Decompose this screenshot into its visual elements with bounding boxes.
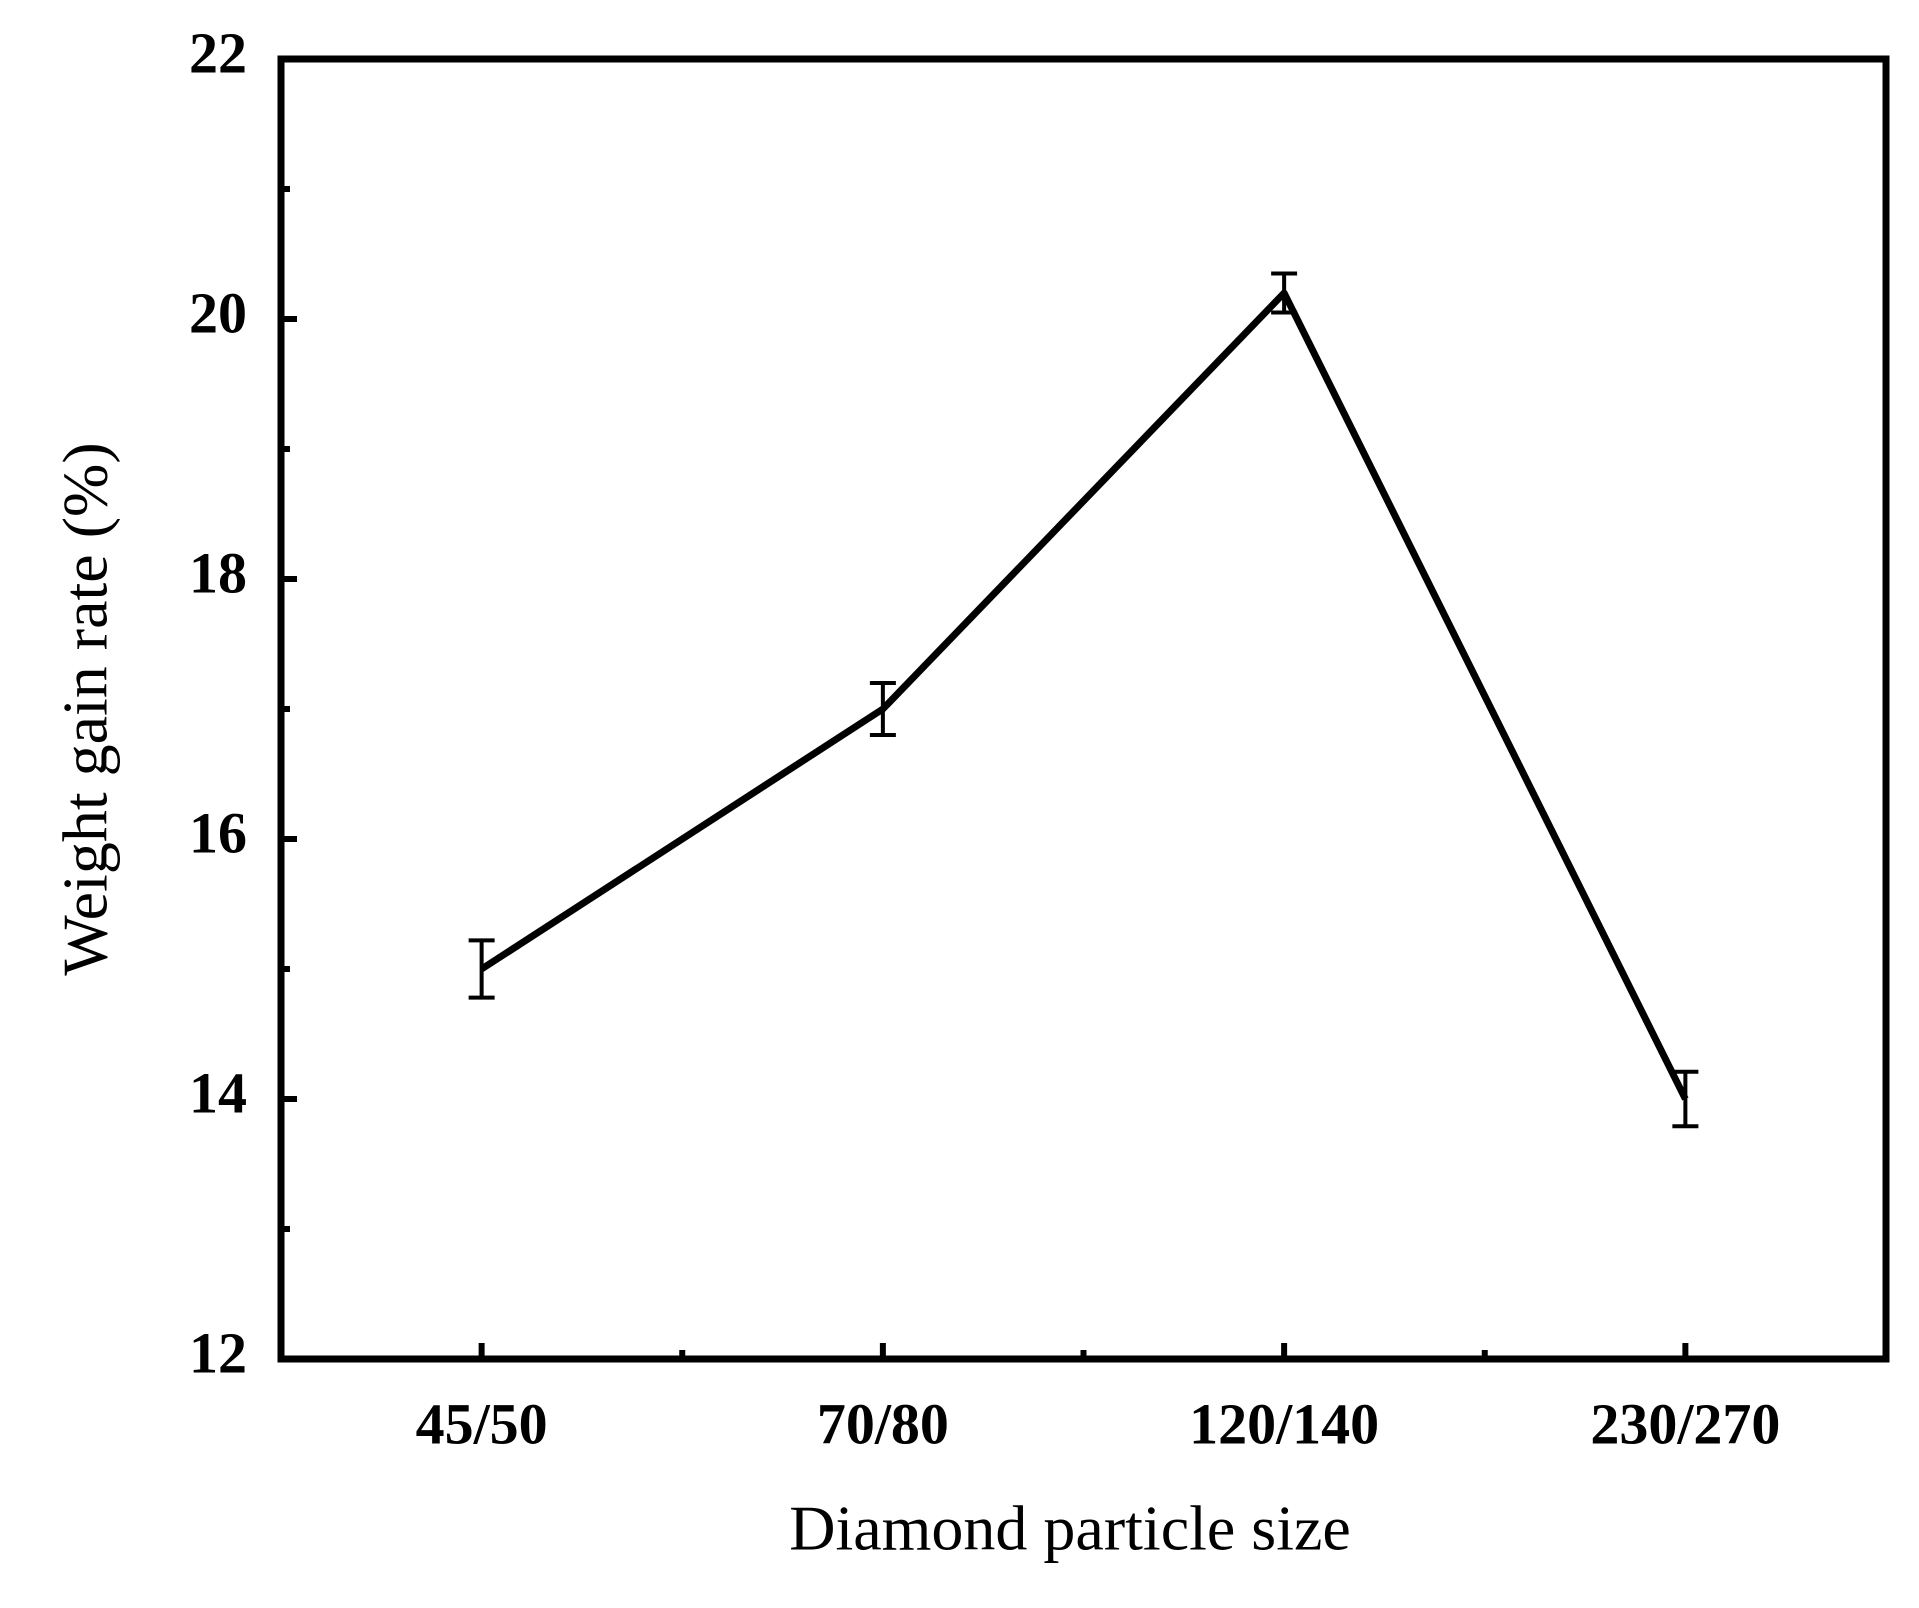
y-tick-label: 22 bbox=[189, 20, 247, 85]
data-line bbox=[479, 289, 1689, 1101]
x-axis-title: Diamond particle size bbox=[789, 1493, 1351, 1564]
x-tick-label: 70/80 bbox=[817, 1391, 949, 1456]
error-bar bbox=[1672, 1069, 1699, 1129]
error-bar bbox=[468, 938, 495, 1000]
y-tick-label: 14 bbox=[189, 1060, 247, 1125]
error-bar bbox=[1271, 271, 1298, 315]
x-tick-label: 120/140 bbox=[1189, 1391, 1379, 1456]
y-tick-label: 20 bbox=[189, 280, 247, 345]
x-tick-label: 45/50 bbox=[416, 1391, 548, 1456]
y-tick-label: 16 bbox=[189, 800, 247, 865]
error-bar bbox=[869, 681, 896, 737]
x-tick-label: 230/270 bbox=[1590, 1391, 1780, 1456]
plot-frame bbox=[277, 55, 1890, 1363]
y-axis-title: Weight gain rate (%) bbox=[50, 442, 121, 975]
y-tick-label: 18 bbox=[189, 540, 247, 605]
y-tick-label: 12 bbox=[189, 1320, 247, 1385]
